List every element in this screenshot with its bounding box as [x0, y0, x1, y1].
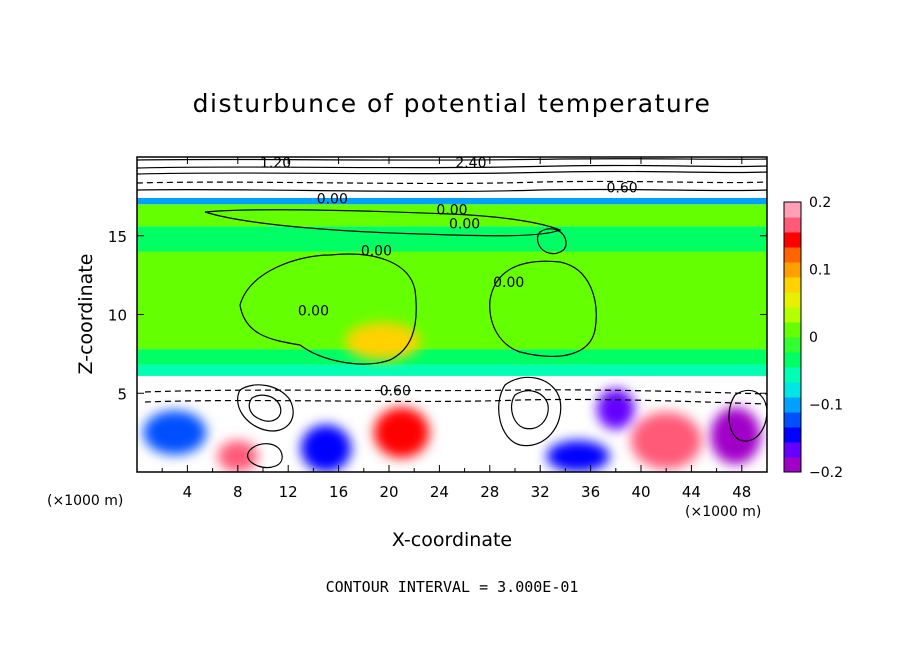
x-tick-label-8: 8: [233, 483, 243, 501]
field-blob-5: [546, 440, 610, 472]
colorbar-swatch-10: [784, 307, 801, 323]
eddy-left: [237, 384, 294, 432]
contour-0-outline-right: [489, 260, 597, 357]
colorbar-swatch-15: [784, 232, 801, 248]
field-blob-4: [373, 407, 430, 458]
x-tick-label-40: 40: [631, 483, 650, 501]
x-axis-label: X-coordinate: [392, 529, 512, 551]
field-band-4: [137, 226, 767, 252]
contour-upper-1: [137, 164, 767, 169]
colorbar-swatch-3: [784, 412, 801, 428]
colorbar-swatch-9: [784, 322, 801, 338]
field-blobs: [143, 322, 761, 472]
colorbar-swatch-6: [784, 367, 801, 383]
field-blob-8: [217, 440, 258, 472]
eddy-mid: [498, 376, 562, 447]
x-tick-label-28: 28: [480, 483, 499, 501]
colorbar-tick-label-2: 0: [809, 330, 818, 346]
contour-0-upper: [204, 209, 562, 237]
x-tick-label-20: 20: [379, 483, 398, 501]
x-tick-label-24: 24: [430, 483, 449, 501]
x-tick-label-44: 44: [682, 483, 701, 501]
colorbar-swatch-2: [784, 427, 801, 443]
x-tick-label-48: 48: [732, 483, 751, 501]
y-axis: 5 10 15: [108, 228, 767, 403]
field-blob-2: [300, 424, 352, 472]
eddy-right: [728, 389, 767, 442]
colorbar-tick-label-0: 0.2: [809, 195, 831, 211]
colorbar-swatch-4: [784, 397, 801, 413]
x-axis: 4 8 12 16 20 24 28 32 36 40 44 48: [161, 157, 751, 501]
y-tick-label-15: 15: [108, 228, 127, 246]
field-blob-6: [596, 388, 635, 430]
eddy-lowleft: [247, 443, 283, 469]
contour-label-5: 0.00: [449, 217, 480, 233]
colorbar: 0.2 0.1 0 −0.1 −0.2: [783, 195, 843, 481]
y-axis-label: Z-coordinate: [75, 254, 97, 375]
contour-labels: 1.20 2.400.600.000.000.000.000.000.000.60: [260, 155, 638, 400]
contour-dash-upper: [137, 180, 767, 185]
colorbar-swatch-12: [784, 277, 801, 293]
field-band-1: [137, 364, 767, 376]
colorbar-swatch-5: [784, 382, 801, 398]
colorbar-swatch-16: [784, 217, 801, 233]
x-tick-label-4: 4: [183, 483, 193, 501]
chart-title: disturbunce of potential temperature: [193, 89, 712, 118]
contour-label-4: 0.00: [436, 203, 467, 219]
x-tick-label-12: 12: [279, 483, 298, 501]
field-band-6: [137, 197, 767, 205]
x-unit-right: (×1000 m): [685, 504, 761, 520]
colorbar-swatch-17: [784, 202, 801, 218]
colorbar-swatch-14: [784, 247, 801, 263]
contour-label-6: 0.00: [361, 244, 392, 260]
x-unit-left: (×1000 m): [47, 493, 123, 509]
contour-upper-3: [137, 158, 767, 161]
field-blob-3: [143, 410, 207, 455]
eddy-topright: [536, 228, 567, 255]
colorbar-swatch-11: [784, 292, 801, 308]
contour-lines: [137, 158, 767, 469]
field-band-2: [137, 349, 767, 365]
contour-label-7: 0.00: [298, 303, 329, 319]
field-blob-0: [344, 322, 421, 361]
colorbar-tick-label-3: −0.1: [809, 398, 843, 414]
contour-label-0: 1.20: [260, 155, 291, 171]
colorbar-swatch-8: [784, 337, 801, 353]
colorbar-swatch-13: [784, 262, 801, 278]
contour-label-8: 0.00: [493, 275, 524, 291]
x-tick-label-16: 16: [329, 483, 348, 501]
colorbar-tick-label-4: −0.2: [809, 465, 843, 481]
field-band-3: [137, 251, 767, 350]
contour-label-9: 0.60: [380, 384, 411, 400]
contour-dash-lower: [144, 389, 767, 395]
contour-upper-4: [137, 188, 767, 192]
plot-area: 1.20 2.400.600.000.000.000.000.000.000.60: [137, 155, 767, 472]
colorbar-swatch-1: [784, 442, 801, 458]
field-blob-7: [710, 407, 761, 465]
contour-upper-2: [137, 170, 767, 175]
contour-interval-annotation: CONTOUR INTERVAL = 3.000E-01: [326, 578, 579, 596]
colorbar-swatch-7: [784, 352, 801, 368]
colorbar-swatch-0: [784, 457, 801, 473]
colorbar-frame: [783, 201, 802, 473]
y-tick-label-5: 5: [117, 385, 127, 403]
eddy-left-inner: [248, 394, 282, 422]
eddy-mid-inner: [511, 390, 549, 430]
contour-label-3: 0.00: [317, 192, 348, 208]
field-blob-1: [630, 412, 702, 469]
contour-0-outline-left: [239, 253, 417, 365]
x-tick-label-32: 32: [531, 483, 550, 501]
contour-label-2: 0.60: [607, 181, 638, 197]
contour-label-1: 2.40: [455, 155, 486, 171]
x-tick-label-36: 36: [581, 483, 600, 501]
y-tick-label-10: 10: [108, 307, 127, 325]
colorbar-tick-label-1: 0.1: [809, 263, 831, 279]
contour-dash-lower-2: [144, 398, 767, 405]
